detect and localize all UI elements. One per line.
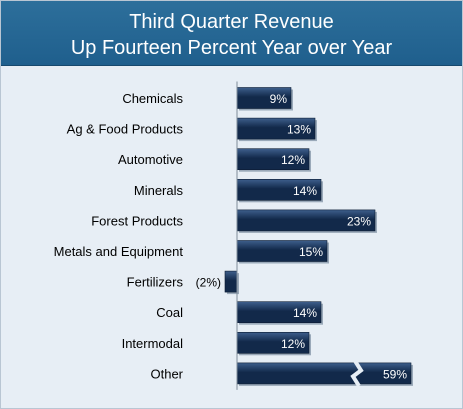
chart-title-line-2: Up Fourteen Percent Year over Year (70, 37, 393, 59)
value-label: 23% (347, 214, 371, 228)
value-label: 59% (383, 367, 407, 381)
category-label: Metals and Equipment (54, 244, 184, 259)
value-label: 14% (293, 184, 317, 198)
bars-group (224, 87, 413, 387)
category-label: Minerals (134, 183, 184, 198)
value-label: (2%) (196, 276, 221, 290)
category-label: Fertilizers (127, 275, 184, 290)
axis-break-mark (350, 359, 364, 387)
category-label: Chemicals (122, 91, 183, 106)
category-label: Coal (156, 305, 183, 320)
value-label: 12% (281, 337, 305, 351)
value-label: 14% (293, 306, 317, 320)
value-label: 15% (299, 245, 323, 259)
value-label: 12% (281, 153, 305, 167)
value-label: 9% (270, 92, 288, 106)
category-label: Forest Products (91, 213, 183, 228)
value-label: 13% (287, 123, 311, 137)
category-label: Automotive (118, 152, 183, 167)
labels-group: Chemicals 9% Ag & Food Products 13% Automoti… (54, 91, 408, 381)
bar (224, 270, 238, 293)
category-label: Ag & Food Products (67, 122, 184, 137)
category-label: Other (150, 366, 183, 381)
title-banner: Third Quarter Revenue Up Fourteen Percen… (1, 1, 462, 66)
category-label: Intermodal (122, 336, 184, 351)
chart-title-line-1: Third Quarter Revenue (129, 11, 334, 33)
